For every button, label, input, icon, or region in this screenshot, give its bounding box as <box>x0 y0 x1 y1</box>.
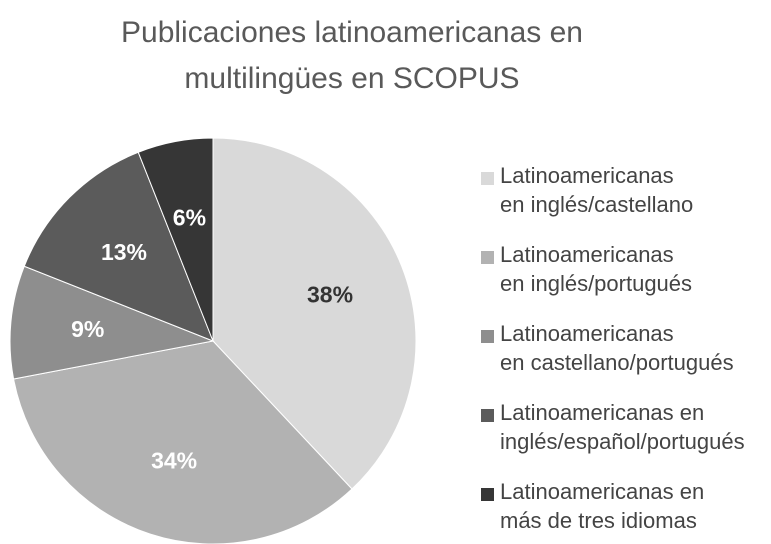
legend-label: Latinoamericanas en inglés/castellano <box>500 163 693 217</box>
legend-label: Latinoamericanas en inglés/portugués <box>500 242 692 296</box>
pie-slice <box>212 137 417 490</box>
value-label: 38% <box>307 282 353 308</box>
legend-label: Latinoamericanas en inglés/español/portug… <box>500 400 745 454</box>
pie-slice <box>137 137 214 342</box>
legend-label: Latinoamericanas en más de tres idiomas <box>500 479 704 533</box>
value-label: 6% <box>173 204 206 230</box>
pie-slice <box>9 265 215 380</box>
chart-title: Publicaciones latinoamericanas en multili… <box>121 16 583 95</box>
legend-swatch <box>481 330 494 343</box>
pie-slice <box>13 340 353 544</box>
legend-swatch <box>481 251 494 264</box>
value-label: 13% <box>101 239 147 265</box>
value-label: 34% <box>151 448 197 474</box>
pie-slice <box>23 151 214 342</box>
legend-label: Latinoamericanas en castellano/portugués <box>500 321 734 375</box>
legend-swatch <box>481 172 494 185</box>
legend-swatch <box>481 409 494 422</box>
legend-swatch <box>481 488 494 501</box>
value-label: 9% <box>71 316 104 342</box>
